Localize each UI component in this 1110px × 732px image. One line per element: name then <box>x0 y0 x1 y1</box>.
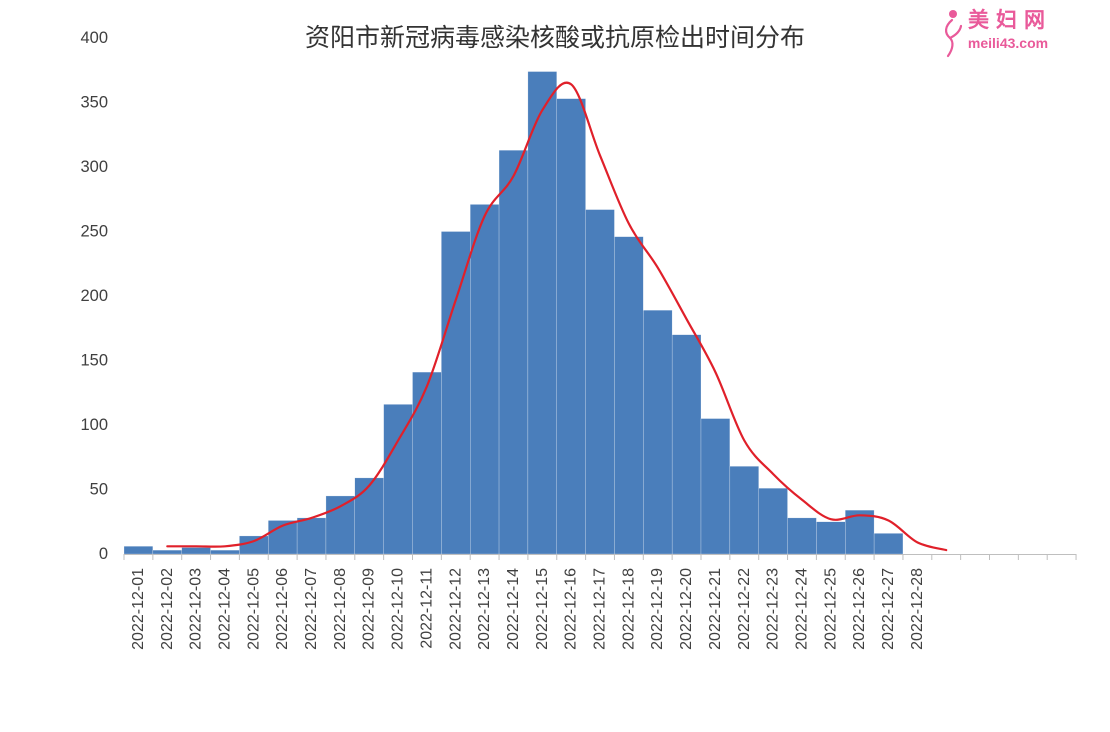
bar <box>383 404 413 555</box>
y-tick-label: 0 <box>99 545 108 563</box>
x-axis-tick-marks <box>123 554 1077 560</box>
x-tick-label: 2022-12-28 <box>909 568 926 650</box>
bar <box>643 309 673 555</box>
bar <box>441 231 471 555</box>
bar <box>873 533 904 555</box>
x-tick-label: 2022-12-19 <box>649 568 666 650</box>
y-tick-label: 50 <box>90 481 108 499</box>
y-tick-label: 250 <box>80 223 108 241</box>
x-tick-label: 2022-12-17 <box>592 568 609 650</box>
y-tick-label: 100 <box>80 416 108 434</box>
x-tick-label: 2022-12-02 <box>159 568 176 650</box>
x-tick-label: 2022-12-24 <box>793 568 810 650</box>
y-axis-labels: 0 50 100 150 200 250 300 350 400 <box>80 29 108 563</box>
x-tick-label: 2022-12-20 <box>678 568 695 650</box>
bar <box>527 71 557 555</box>
bar <box>239 535 269 555</box>
chart-title: 资阳市新冠病毒感染核酸或抗原检出时间分布 <box>305 24 805 52</box>
bar <box>412 371 442 555</box>
y-tick-label: 400 <box>80 29 108 47</box>
bar <box>152 549 182 555</box>
x-axis-labels: 2022-12-01 2022-12-02 2022-12-03 2022-12-04… <box>130 568 926 650</box>
x-tick-label: 2022-12-03 <box>188 568 205 650</box>
x-tick-label: 2022-12-08 <box>332 568 349 650</box>
x-tick-label: 2022-12-05 <box>245 568 262 650</box>
watermark: 美妇网 meili43.com <box>945 8 1052 58</box>
x-tick-label: 2022-12-15 <box>534 568 551 650</box>
bar <box>787 517 817 555</box>
bar <box>614 236 644 555</box>
watermark-site: meili43.com <box>968 35 1048 51</box>
bar <box>210 549 240 555</box>
bar <box>700 418 731 555</box>
bar <box>729 466 759 555</box>
bar <box>123 546 154 555</box>
x-tick-label: 2022-12-13 <box>476 568 493 650</box>
x-tick-label: 2022-12-07 <box>303 568 320 650</box>
x-tick-label: 2022-12-12 <box>447 568 464 650</box>
bar <box>498 150 529 555</box>
x-tick-label: 2022-12-06 <box>274 568 291 650</box>
x-tick-label: 2022-12-09 <box>361 568 378 650</box>
bar <box>181 547 211 555</box>
bar <box>470 204 500 555</box>
bar <box>556 98 586 555</box>
x-tick-label: 2022-12-10 <box>390 568 407 650</box>
x-tick-label: 2022-12-23 <box>765 568 782 650</box>
y-tick-label: 300 <box>80 158 108 176</box>
woman-silhouette-icon <box>945 10 963 58</box>
x-tick-label: 2022-12-25 <box>822 568 839 650</box>
x-tick-label: 2022-12-04 <box>216 568 233 650</box>
bar-series <box>123 71 904 555</box>
y-tick-label: 200 <box>80 287 108 305</box>
x-tick-label: 2022-12-22 <box>736 568 753 650</box>
bar <box>671 334 702 555</box>
bar <box>296 517 327 555</box>
trend-line <box>166 81 948 552</box>
x-tick-label: 2022-12-18 <box>620 568 637 650</box>
bar <box>758 488 788 555</box>
x-tick-label: 2022-12-01 <box>130 568 147 650</box>
y-tick-label: 150 <box>80 352 108 370</box>
x-tick-label: 2022-12-26 <box>851 568 868 650</box>
x-tick-label: 2022-12-16 <box>563 568 580 650</box>
bar <box>816 521 846 555</box>
x-tick-label: 2022-12-21 <box>707 568 724 650</box>
x-tick-label: 2022-12-14 <box>505 568 522 650</box>
bar <box>325 495 356 555</box>
bar <box>354 477 384 555</box>
x-tick-label: 2022-12-11 <box>418 568 435 649</box>
watermark-brand: 美妇网 <box>968 8 1052 32</box>
y-tick-label: 350 <box>80 94 108 112</box>
x-tick-label: 2022-12-27 <box>880 568 897 650</box>
bar <box>585 209 615 555</box>
